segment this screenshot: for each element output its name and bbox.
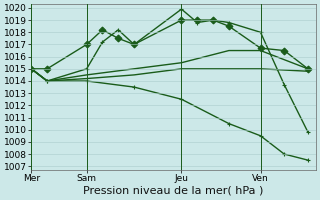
X-axis label: Pression niveau de la mer( hPa ): Pression niveau de la mer( hPa )	[84, 186, 264, 196]
